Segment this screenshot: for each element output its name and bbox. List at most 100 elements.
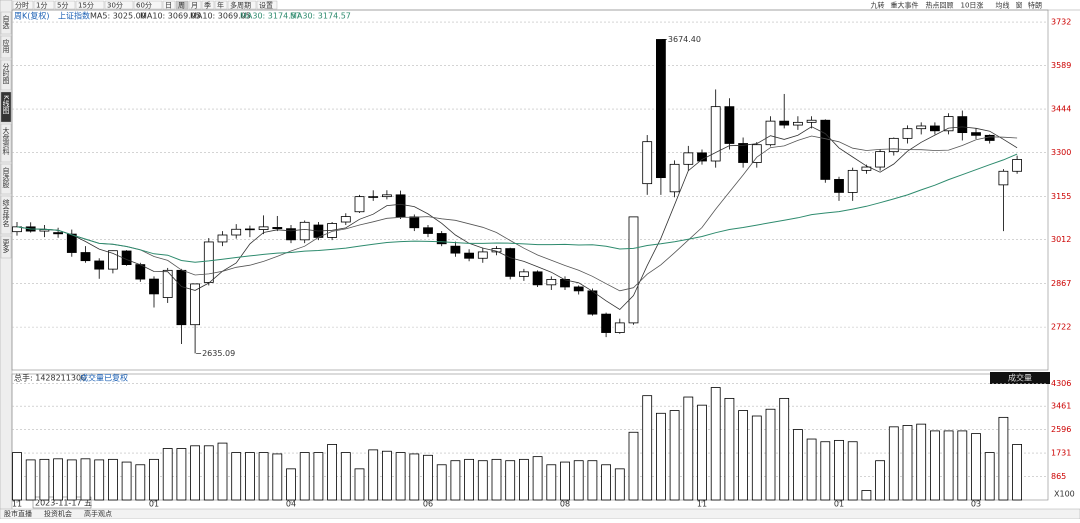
side-tab[interactable]: [0, 123, 12, 163]
toolbar-button[interactable]: [162, 0, 176, 10]
candle-body: [354, 196, 365, 213]
volume-bar: [108, 458, 118, 501]
candle-body: [738, 143, 748, 163]
side-tab-label[interactable]: 应用: [2, 38, 10, 54]
side-tab[interactable]: [0, 235, 12, 259]
candle-body: [806, 119, 817, 123]
volume-bar: [491, 458, 502, 501]
toolbar-button[interactable]: [227, 0, 257, 10]
candle-body: [957, 116, 968, 134]
toolbar-label[interactable]: 季: [204, 1, 211, 10]
toolbar-label[interactable]: 月: [191, 2, 198, 10]
volume-bar: [930, 430, 940, 501]
y-tick-label: 2596: [1051, 425, 1071, 434]
candle-body: [998, 170, 1009, 186]
toolbar-label[interactable]: 分时: [15, 1, 29, 10]
volume-bar: [162, 448, 173, 501]
toolbar-button[interactable]: [33, 0, 55, 10]
volume-bar: [573, 460, 584, 501]
side-tab-label[interactable]: 更多: [2, 239, 10, 254]
volume-bar: [190, 445, 201, 501]
volume-bar: [25, 459, 36, 501]
chart-subtitle: 上证指数: [58, 11, 90, 21]
bottom-tab[interactable]: 投资机会: [44, 509, 72, 518]
y-tick-label: 3012: [1051, 235, 1071, 244]
side-tab-label[interactable]: K线图: [2, 95, 10, 115]
candle-body: [258, 226, 269, 230]
candle-body: [656, 39, 666, 179]
side-tab[interactable]: [0, 195, 12, 235]
volume-bar: [436, 464, 447, 501]
toolbar-button[interactable]: [12, 0, 34, 10]
volume-bar: [149, 458, 159, 501]
volume-unit: X100: [1054, 490, 1075, 499]
bottom-tab[interactable]: 高手观点: [84, 509, 112, 518]
toolbar-button[interactable]: [75, 0, 105, 10]
indicator-box[interactable]: [990, 372, 1050, 384]
side-tab[interactable]: [0, 163, 12, 195]
toolbar-button[interactable]: [214, 0, 228, 10]
volume-bar: [327, 444, 338, 501]
side-tab-label[interactable]: 大盘资料: [2, 126, 10, 156]
volume-bar: [710, 387, 721, 501]
toolbar-button[interactable]: [188, 0, 202, 10]
volume-bar: [820, 441, 831, 501]
volume-bar: [861, 490, 872, 501]
ma-label: MA10: 3069.05: [140, 12, 201, 21]
volume-bar: [409, 453, 420, 501]
toolbar-label[interactable]: 日: [165, 2, 172, 10]
toolbar-label[interactable]: 设置: [259, 1, 273, 10]
toolbar-label[interactable]: 1分: [36, 1, 47, 10]
indicator-label[interactable]: 成交量: [1008, 373, 1032, 383]
candle-body: [861, 166, 872, 171]
side-tab[interactable]: [0, 11, 12, 35]
volume-bar: [697, 404, 707, 501]
toolbar-button[interactable]: [133, 0, 163, 10]
y-tick-label: 3589: [1051, 61, 1071, 70]
tool-label[interactable]: 10日涨: [961, 1, 984, 10]
volume-bar: [902, 425, 913, 501]
y-tick-label: 2867: [1051, 279, 1071, 288]
toolbar-label[interactable]: 周: [178, 2, 185, 10]
side-tab-label[interactable]: 综合排名: [2, 198, 10, 228]
toolbar-button[interactable]: [54, 0, 76, 10]
tool-label[interactable]: 热点回顾: [926, 1, 954, 10]
toolbar-label[interactable]: 15分: [78, 1, 94, 10]
tool-label[interactable]: 窗: [1016, 1, 1023, 10]
toolbar-button[interactable]: [175, 0, 189, 10]
toolbar-label[interactable]: 30分: [107, 1, 123, 10]
side-tab[interactable]: [0, 91, 12, 123]
candle-body: [642, 141, 653, 185]
toolbar-button[interactable]: [104, 0, 134, 10]
tool-label[interactable]: 重大事件: [891, 1, 919, 10]
tool-label[interactable]: 均线: [996, 1, 1010, 10]
candle-body: [820, 119, 831, 180]
volume-bar: [984, 452, 995, 501]
volume-bar: [53, 458, 63, 501]
volume-bar: [258, 452, 269, 501]
toolbar-label[interactable]: 多周期: [230, 1, 251, 10]
toolbar-label[interactable]: 年: [217, 1, 224, 10]
volume-bar: [943, 430, 954, 501]
toolbar-button[interactable]: [201, 0, 215, 10]
side-tab-label[interactable]: 分时图: [2, 62, 10, 85]
bottom-tab[interactable]: 股市直播: [4, 509, 32, 518]
toolbar-label[interactable]: 5分: [57, 1, 68, 10]
side-tab[interactable]: [0, 35, 12, 59]
volume-bar: [888, 426, 899, 501]
candle-body: [368, 196, 379, 198]
x-tick-label: 01: [149, 500, 159, 509]
toolbar-button[interactable]: [256, 0, 278, 10]
volume-bar: [423, 454, 433, 501]
candle-body: [423, 227, 433, 234]
tool-label[interactable]: 特朗: [1028, 1, 1042, 10]
side-tab-label[interactable]: 自选: [2, 14, 10, 30]
volume-bar: [587, 460, 598, 501]
side-tab-label[interactable]: 自选股: [2, 166, 10, 189]
candle-body: [930, 125, 940, 132]
candle-body: [217, 234, 228, 243]
tool-label[interactable]: 九转: [871, 1, 885, 10]
candle-body: [779, 120, 790, 126]
side-tab[interactable]: [0, 59, 12, 91]
toolbar-label[interactable]: 60分: [136, 1, 152, 10]
